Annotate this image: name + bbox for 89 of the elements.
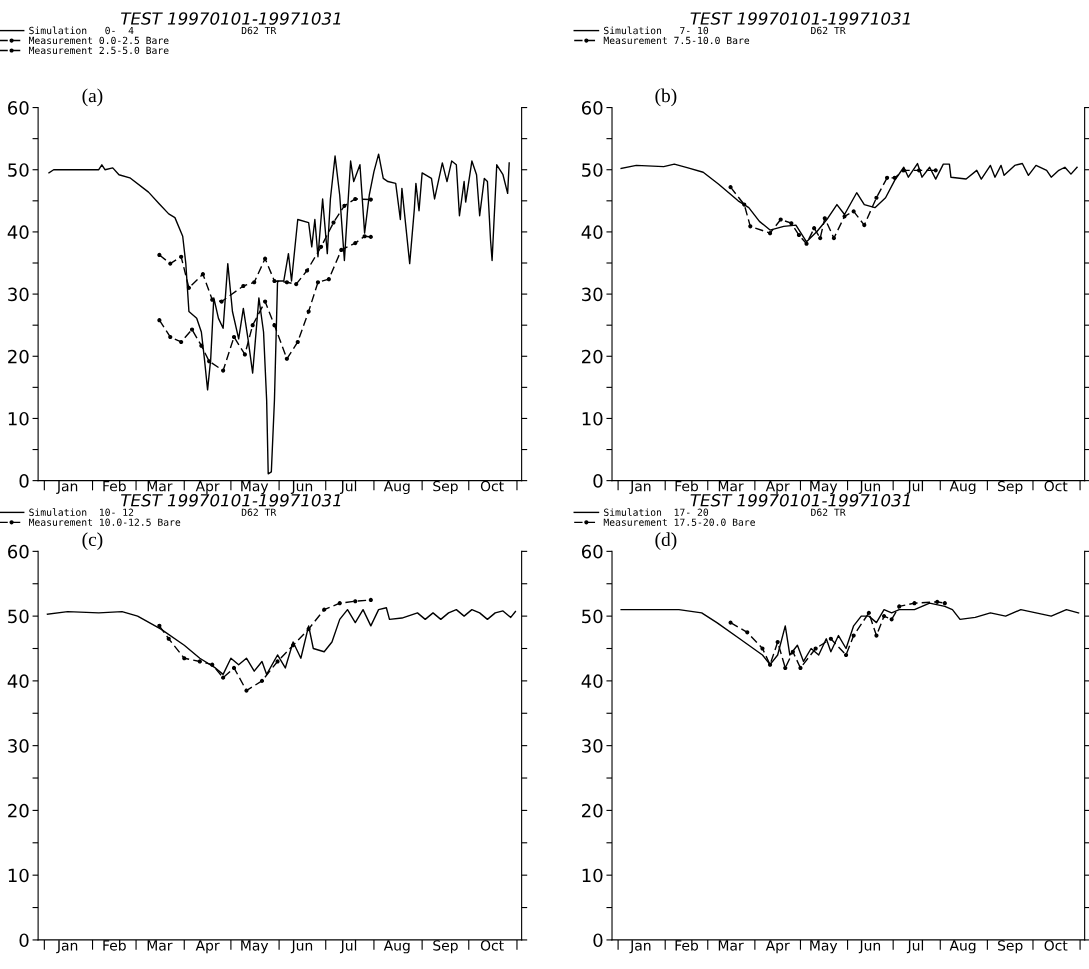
y-tick-label: 40 bbox=[7, 674, 29, 688]
legend-label: Simulation 10- 12 bbox=[29, 508, 134, 516]
y-tick-label: 50 bbox=[582, 609, 603, 624]
text: D62 TR bbox=[241, 26, 277, 35]
y-tick-label: 40 bbox=[581, 674, 603, 688]
x-tick-label: Feb bbox=[103, 480, 126, 492]
text: D62 TR bbox=[811, 26, 846, 35]
x-tick-label: May bbox=[241, 481, 269, 495]
legend-label: Measurement 17.5-20.0 Bare bbox=[603, 518, 755, 526]
chart-title: TEST 19970101-19971031 bbox=[121, 12, 341, 25]
x-tick-label: Mar bbox=[718, 481, 744, 492]
text: (a) bbox=[82, 88, 103, 107]
legend-label: Measurement 2.5-5.0 Bare bbox=[29, 46, 169, 55]
chart-title: TEST 19970101-19971031 bbox=[121, 493, 341, 507]
y-tick-label: 10 bbox=[582, 411, 603, 426]
legend-label: Measurement 0.0-2.5 Bare bbox=[29, 36, 169, 45]
legend-label: Simulation 7- 10 bbox=[604, 26, 709, 35]
x-tick-label: Mar bbox=[147, 481, 173, 492]
x-tick-label: Oct bbox=[1044, 940, 1068, 951]
y-tick-label: 0 bbox=[19, 474, 29, 488]
y-tick-label: 40 bbox=[7, 225, 29, 240]
y-tick-label: 30 bbox=[8, 739, 29, 753]
y-tick-label: 20 bbox=[8, 349, 29, 364]
y-tick-label: 10 bbox=[8, 868, 29, 883]
y-tick-label: 0 bbox=[593, 474, 603, 488]
x-tick-label: Oct bbox=[1044, 480, 1068, 492]
chart-title: TEST 19970101-19971031 bbox=[690, 493, 910, 507]
x-tick-label: Sep bbox=[998, 480, 1023, 495]
y-tick-label: 20 bbox=[8, 803, 29, 818]
text: (c) bbox=[82, 532, 103, 550]
y-tick-label: 0 bbox=[19, 933, 29, 948]
x-tick-label: Jun bbox=[858, 940, 881, 954]
x-tick-label: Sep bbox=[433, 940, 458, 954]
x-tick-label: Feb bbox=[675, 480, 699, 492]
legend-label: Simulation 0- 4 bbox=[29, 26, 134, 35]
y-tick-label: 20 bbox=[582, 349, 603, 364]
x-tick-label: Feb bbox=[103, 939, 126, 951]
x-tick-label: Aug bbox=[383, 940, 410, 954]
chart-title: TEST 19970101-19971031 bbox=[690, 12, 910, 25]
y-tick-label: 50 bbox=[582, 163, 603, 177]
y-tick-label: 60 bbox=[8, 544, 29, 559]
x-tick-label: Jul bbox=[339, 939, 357, 954]
y-tick-label: 60 bbox=[581, 101, 603, 115]
y-tick-label: 40 bbox=[581, 225, 603, 240]
x-tick-label: Mar bbox=[147, 940, 173, 951]
x-tick-label: Apr bbox=[195, 481, 220, 495]
x-tick-label: Aug bbox=[949, 481, 976, 495]
y-tick-label: 30 bbox=[582, 739, 603, 753]
y-tick-label: 60 bbox=[8, 101, 29, 115]
x-tick-label: Aug bbox=[383, 481, 410, 495]
y-tick-label: 20 bbox=[582, 803, 603, 818]
x-tick-label: Sep bbox=[998, 940, 1023, 954]
text: (b) bbox=[655, 88, 677, 107]
x-tick-label: Jun bbox=[290, 940, 313, 954]
x-tick-label: Jul bbox=[906, 939, 924, 954]
legend-label: Measurement 10.0-12.5 Bare bbox=[29, 518, 181, 526]
x-tick-label: Jun bbox=[290, 481, 313, 494]
y-tick-label: 50 bbox=[8, 609, 29, 624]
legend-label: Measurement 7.5-10.0 Bare bbox=[603, 36, 750, 45]
x-tick-label: Jan bbox=[56, 481, 78, 494]
y-tick-label: 10 bbox=[582, 868, 603, 883]
text: D62 TR bbox=[241, 508, 277, 516]
y-tick-label: 50 bbox=[8, 163, 29, 177]
x-tick-label: Apr bbox=[765, 940, 790, 954]
x-tick-label: Sep bbox=[433, 480, 458, 495]
x-tick-label: Oct bbox=[480, 940, 504, 951]
x-tick-label: Jun bbox=[858, 481, 881, 494]
x-tick-label: Jan bbox=[629, 940, 651, 954]
legend-label: Simulation 17- 20 bbox=[604, 508, 709, 516]
y-tick-label: 60 bbox=[581, 544, 603, 559]
y-tick-label: 30 bbox=[582, 287, 603, 302]
text: (d) bbox=[655, 532, 677, 550]
x-tick-label: Apr bbox=[765, 481, 790, 495]
x-tick-label: Jul bbox=[339, 480, 357, 494]
x-tick-label: May bbox=[241, 940, 269, 954]
x-tick-label: Oct bbox=[480, 480, 504, 492]
x-tick-label: Apr bbox=[195, 940, 220, 954]
x-tick-label: Feb bbox=[675, 939, 699, 951]
x-tick-label: Mar bbox=[718, 940, 744, 951]
x-tick-label: Jul bbox=[906, 480, 924, 494]
y-tick-label: 10 bbox=[8, 411, 29, 426]
x-tick-label: May bbox=[810, 940, 838, 954]
x-tick-label: Jan bbox=[629, 481, 651, 494]
y-tick-label: 30 bbox=[8, 287, 29, 302]
text: D62 TR bbox=[811, 508, 846, 516]
x-tick-label: Aug bbox=[949, 940, 976, 954]
x-tick-label: May bbox=[810, 481, 838, 495]
y-tick-label: 0 bbox=[593, 933, 603, 948]
x-tick-label: Jan bbox=[56, 940, 78, 954]
